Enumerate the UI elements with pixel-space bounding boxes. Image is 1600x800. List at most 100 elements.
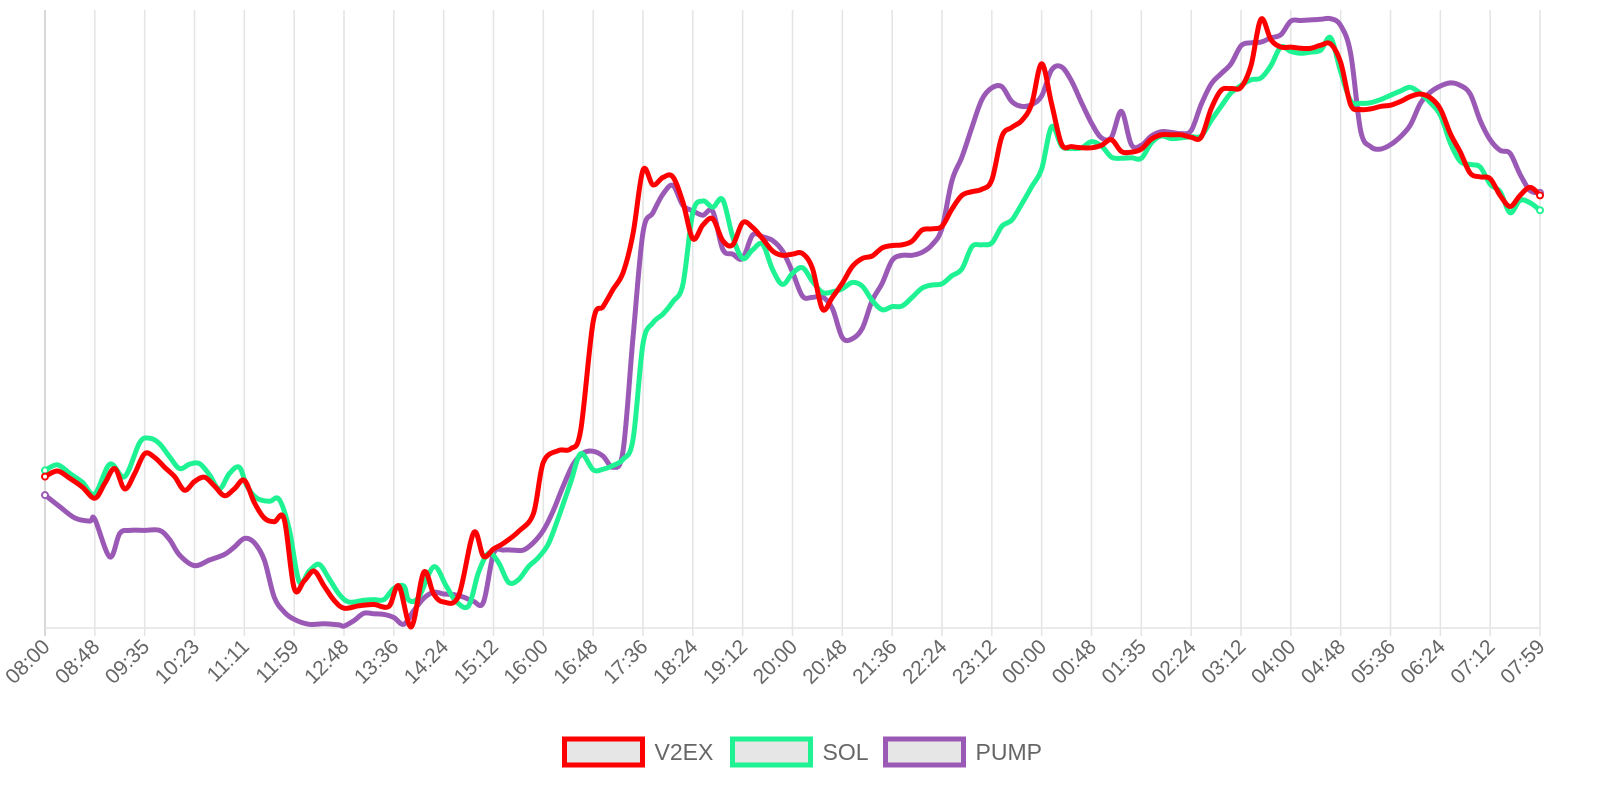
data-point [1109, 137, 1114, 142]
data-point [127, 528, 132, 533]
data-point [900, 242, 905, 247]
data-point [252, 500, 257, 505]
data-point [496, 560, 501, 565]
data-point [531, 540, 536, 545]
data-point [1328, 42, 1333, 46]
data-point [1468, 162, 1473, 167]
data-point [670, 174, 675, 179]
data-point [740, 256, 745, 261]
data-point [750, 233, 755, 237]
data-point [591, 449, 596, 454]
x-tick-label: 12:48 [300, 635, 353, 688]
data-point [770, 249, 775, 253]
x-tick-label: 19:12 [699, 635, 752, 688]
legend: V2EX SOL PUMP [562, 736, 1042, 768]
data-point [1508, 151, 1513, 156]
data-point [431, 592, 436, 596]
data-point [456, 593, 461, 598]
data-point [631, 437, 635, 442]
data-point [1536, 206, 1544, 215]
data-point [1368, 144, 1373, 149]
data-point [950, 207, 954, 211]
data-point [641, 341, 645, 346]
x-tick-label: 00:48 [1048, 635, 1101, 688]
data-point [1536, 191, 1544, 200]
data-point [780, 249, 785, 253]
data-point [591, 319, 596, 324]
data-point [621, 448, 626, 453]
data-point [292, 586, 297, 591]
data-point [1428, 95, 1433, 100]
data-point [1518, 172, 1523, 177]
data-point [680, 200, 685, 205]
data-point [506, 580, 511, 585]
data-point [381, 597, 386, 602]
x-tick-label: 08:00 [1, 635, 54, 688]
data-point [810, 295, 815, 300]
legend-item-pump[interactable]: PUMP [883, 736, 1042, 768]
data-point [327, 576, 332, 581]
data-point [242, 536, 247, 541]
x-tick-label: 00:00 [998, 635, 1051, 688]
data-point [660, 175, 665, 180]
data-point [670, 183, 675, 188]
data-point [41, 472, 49, 481]
data-point [531, 511, 536, 516]
x-tick-label: 17:36 [599, 635, 652, 688]
data-point [870, 254, 875, 258]
data-point [979, 97, 984, 102]
data-point [401, 584, 406, 588]
data-point [137, 440, 142, 445]
data-point [112, 466, 117, 471]
data-point [651, 182, 655, 187]
data-point [969, 189, 974, 194]
x-tick-label: 13:36 [350, 635, 403, 688]
data-point [1019, 104, 1024, 109]
data-point [820, 307, 825, 312]
data-point [1318, 43, 1323, 48]
data-point [1129, 142, 1134, 147]
data-point [750, 225, 755, 230]
data-point [920, 250, 925, 255]
data-point [1029, 184, 1034, 189]
data-point [1328, 16, 1333, 21]
data-point [352, 618, 356, 623]
data-point [720, 197, 725, 202]
data-point [177, 553, 182, 558]
x-tick-label: 07:12 [1446, 635, 1499, 688]
data-point [1129, 150, 1134, 155]
data-point [1498, 148, 1503, 153]
data-point [700, 213, 705, 218]
data-point [920, 286, 925, 291]
data-point [337, 622, 341, 627]
data-point [1209, 82, 1214, 87]
legend-item-v2ex[interactable]: V2EX [562, 736, 714, 768]
data-point [910, 239, 915, 244]
data-point [1199, 102, 1204, 107]
data-point [710, 209, 715, 214]
data-point [1229, 61, 1233, 66]
data-point [1298, 51, 1303, 56]
legend-item-sol[interactable]: SOL [730, 736, 869, 768]
x-tick-label: 07:59 [1496, 635, 1549, 688]
series-lines [41, 15, 1544, 630]
data-point [41, 491, 49, 500]
data-point [1318, 48, 1323, 53]
x-tick-label: 11:11 [203, 635, 254, 686]
data-point [222, 493, 227, 498]
data-point [940, 281, 944, 286]
data-point [969, 244, 974, 249]
data-point [117, 531, 122, 536]
data-point [461, 595, 466, 600]
data-point [1368, 106, 1373, 111]
data-point [347, 600, 351, 604]
data-point [1009, 218, 1014, 223]
x-tick-label: 01:35 [1097, 635, 1150, 688]
data-point [1149, 137, 1154, 142]
data-point [770, 238, 775, 243]
data-point [262, 516, 267, 520]
data-point [1418, 101, 1423, 106]
data-point [900, 253, 905, 258]
data-point [541, 460, 546, 465]
data-point [182, 488, 187, 493]
